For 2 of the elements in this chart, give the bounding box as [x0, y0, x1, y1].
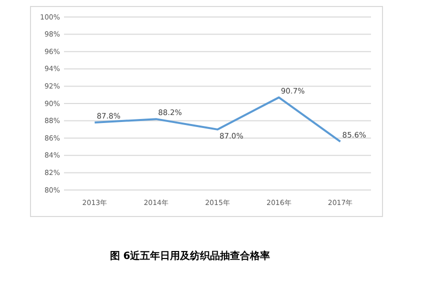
line-series: [94, 96, 342, 143]
text: 图 6近五年日用及纺织品抽查合格率: [110, 250, 270, 262]
